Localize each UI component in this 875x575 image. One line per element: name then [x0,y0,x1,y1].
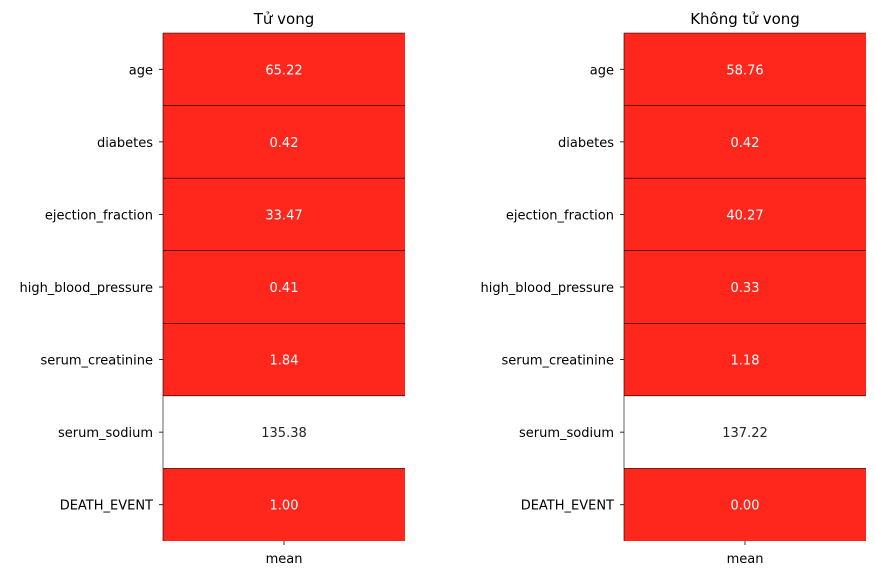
y-tick-label: age [129,63,153,78]
cell-value-label: 58.76 [726,63,763,78]
heatmap-cell [624,105,866,179]
cell-value-label: 33.47 [265,208,302,223]
heatmap-cell [624,33,866,106]
cell-value-label: 1.84 [270,354,299,369]
heatmap-panel-death: Tử vong 65.22 age 0.42 diabetes 33.47 ejection… [19,10,405,567]
y-tick-label: high_blood_pressure [480,281,614,296]
cell-value-label: 1.00 [270,499,299,514]
cell-value-label: 0.33 [731,281,760,296]
cell-value-label: 0.00 [731,499,760,514]
heatmap-cell [163,33,405,106]
y-tick-label: ejection_fraction [45,208,153,223]
heatmap-cell [163,250,405,324]
heatmap-cell [624,178,866,251]
cell-value-label: 40.27 [726,208,763,223]
heatmap-cell [163,395,405,469]
y-tick-label: DEATH_EVENT [521,499,614,514]
heatmap-panel-survive: Không tử vong 58.76 age 0.42 diabetes 40.27 ej… [480,10,866,567]
x-tick-label: mean [266,552,303,567]
cell-value-label: 0.41 [270,281,299,296]
heatmap-cell [624,395,866,469]
cell-value-label: 0.42 [731,136,760,151]
panel-title: Tử vong [253,10,315,28]
y-tick-label: DEATH_EVENT [60,499,153,514]
y-tick-label: serum_creatinine [502,354,615,369]
cell-value-label: 0.42 [270,136,299,151]
y-tick-label: diabetes [558,136,614,151]
cell-value-label: 137.22 [722,426,768,441]
y-tick-label: serum_creatinine [41,354,154,369]
cell-value-label: 1.18 [731,354,760,369]
y-tick-label: serum_sodium [519,426,614,441]
heatmap-cell [163,178,405,251]
y-tick-label: diabetes [97,136,153,151]
cell-value-label: 65.22 [265,63,302,78]
y-tick-label: high_blood_pressure [19,281,153,296]
heatmap-cell [624,250,866,324]
cell-value-label: 135.38 [261,426,307,441]
panel-title: Không tử vong [690,10,800,28]
heatmap-cell [163,323,405,396]
heatmap-cell [163,105,405,179]
heatmap-cell [163,468,405,541]
x-tick-label: mean [727,552,764,567]
heatmap-cell [624,323,866,396]
y-tick-label: age [590,63,614,78]
y-tick-label: serum_sodium [58,426,153,441]
y-tick-label: ejection_fraction [506,208,614,223]
heatmap-cell [624,468,866,541]
